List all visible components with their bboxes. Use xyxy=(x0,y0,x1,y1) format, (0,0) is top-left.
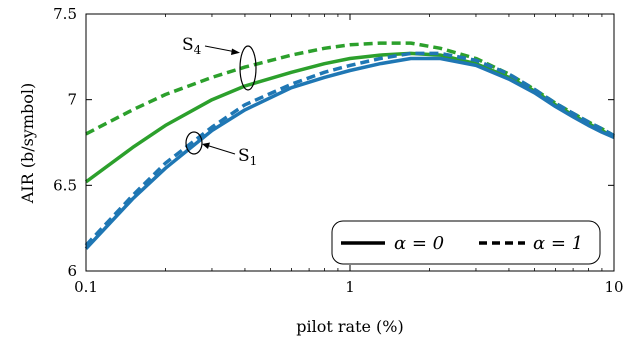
x-tick-label: 10 xyxy=(604,278,623,296)
legend-label-alpha0: α = 0 xyxy=(394,233,444,254)
annotation-s4-label: S4 xyxy=(182,35,202,57)
legend-box xyxy=(331,220,601,265)
axis-ticks: 0.1 1 10 6 6.5 7 7.5 xyxy=(53,5,623,296)
series-line-s1-dashed xyxy=(84,51,615,247)
annotation-s4-base: S xyxy=(182,35,194,55)
y-tick-label: 6.5 xyxy=(53,176,77,194)
y-tick-label: 6 xyxy=(67,262,77,280)
annotation-s4: S4 xyxy=(182,35,257,91)
x-axis-title: pilot rate (%) xyxy=(296,317,403,336)
annotation-s1-label: S1 xyxy=(238,146,257,168)
series-lines xyxy=(84,41,615,250)
legend-label-alpha1: α = 1 xyxy=(533,233,583,254)
y-tick-label: 7.5 xyxy=(53,5,77,23)
annotation-s1-ellipse xyxy=(185,131,203,155)
x-tick-label: 0.1 xyxy=(74,278,98,296)
legend: α = 0 α = 1 xyxy=(331,220,601,265)
y-tick-label: 7 xyxy=(67,91,77,109)
annotation-s4-sub: 4 xyxy=(194,43,202,57)
annotation-s4-ellipse xyxy=(239,45,257,91)
annotation-s1-sub: 1 xyxy=(250,154,258,168)
annotation-s1-arrow xyxy=(205,144,236,155)
annotation-s4-arrowhead xyxy=(231,48,240,55)
annotation-s1-base: S xyxy=(238,146,250,166)
x-tick-label: 1 xyxy=(345,278,355,296)
annotation-s1-arrowhead xyxy=(202,142,210,149)
annotation-s1: S1 xyxy=(185,131,257,168)
y-axis-title: AIR (b/symbol) xyxy=(18,83,37,205)
annotation-s4-arrow xyxy=(204,45,237,53)
series-line-s1-solid xyxy=(84,56,615,250)
